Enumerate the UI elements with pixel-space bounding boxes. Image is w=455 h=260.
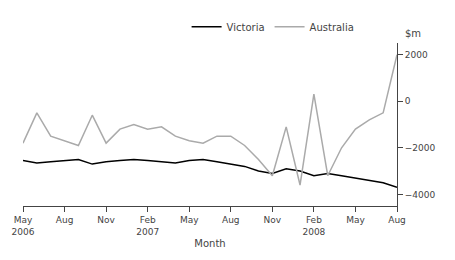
svg-text:−4000: −4000 [405, 190, 436, 200]
svg-text:2000: 2000 [405, 50, 428, 60]
svg-text:Feb2007: Feb2007 [136, 215, 159, 237]
svg-text:Aug: Aug [388, 215, 406, 225]
svg-text:0: 0 [405, 96, 411, 106]
svg-text:Victoria: Victoria [227, 22, 265, 33]
svg-text:Nov: Nov [97, 215, 115, 225]
svg-text:−2000: −2000 [405, 143, 436, 153]
svg-text:May2006: May2006 [12, 215, 35, 237]
svg-text:Nov: Nov [264, 215, 282, 225]
svg-text:Aug: Aug [56, 215, 74, 225]
svg-text:$m: $m [405, 28, 421, 39]
svg-text:Aug: Aug [222, 215, 240, 225]
svg-text:Month: Month [194, 238, 225, 249]
svg-text:May: May [180, 215, 199, 225]
svg-text:Australia: Australia [310, 22, 354, 33]
svg-text:Feb2008: Feb2008 [302, 215, 325, 237]
svg-text:May: May [346, 215, 365, 225]
